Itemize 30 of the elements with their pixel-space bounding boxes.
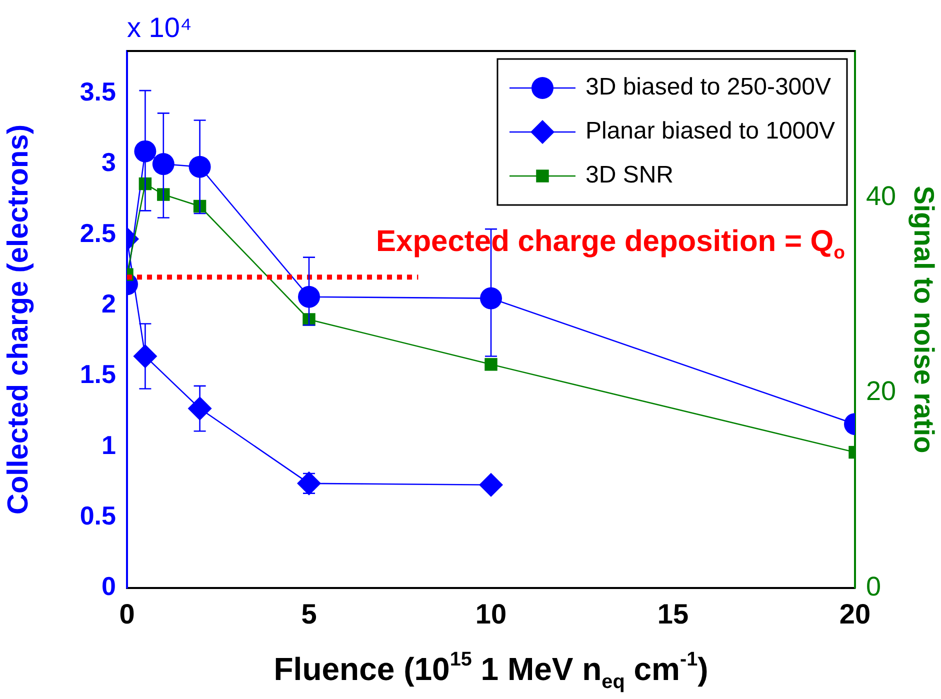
point — [480, 287, 502, 310]
y-axis-title: Collected charge (electrons) — [2, 124, 34, 514]
y-tick-label: 0 — [102, 571, 116, 602]
y2-tick-label: 40 — [866, 180, 896, 211]
point — [157, 188, 170, 201]
x-tick-label: 15 — [657, 598, 689, 630]
point — [479, 472, 503, 497]
y-tick-label: 2.5 — [80, 218, 116, 248]
y2-tick-label: 0 — [866, 571, 882, 602]
point — [298, 286, 320, 308]
y2-tick-label: 20 — [866, 376, 896, 406]
point — [134, 140, 156, 162]
x-tick-label: 5 — [301, 598, 317, 630]
y2-axis-title: Signal to noise ratio — [908, 186, 940, 454]
y-tick-label: 1 — [102, 430, 116, 460]
x-tick-label: 20 — [839, 598, 871, 630]
y-tick-label: 3 — [102, 147, 116, 178]
point — [297, 471, 321, 496]
legend-label: Planar biased to 1000V — [585, 118, 835, 145]
y-tick-label: 0.5 — [80, 500, 116, 531]
y-tick-label: 1.5 — [80, 359, 116, 390]
point — [188, 156, 211, 178]
point — [152, 153, 174, 176]
point — [484, 358, 498, 371]
legend-label: 3D SNR — [585, 162, 674, 189]
y-tick-label: 2 — [102, 288, 116, 319]
y-tick-label: 3.5 — [80, 76, 116, 107]
text: x 10⁴ — [127, 12, 192, 43]
legend-label: 3D biased to 250-300V — [585, 74, 831, 101]
x-tick-label: 10 — [475, 598, 507, 630]
